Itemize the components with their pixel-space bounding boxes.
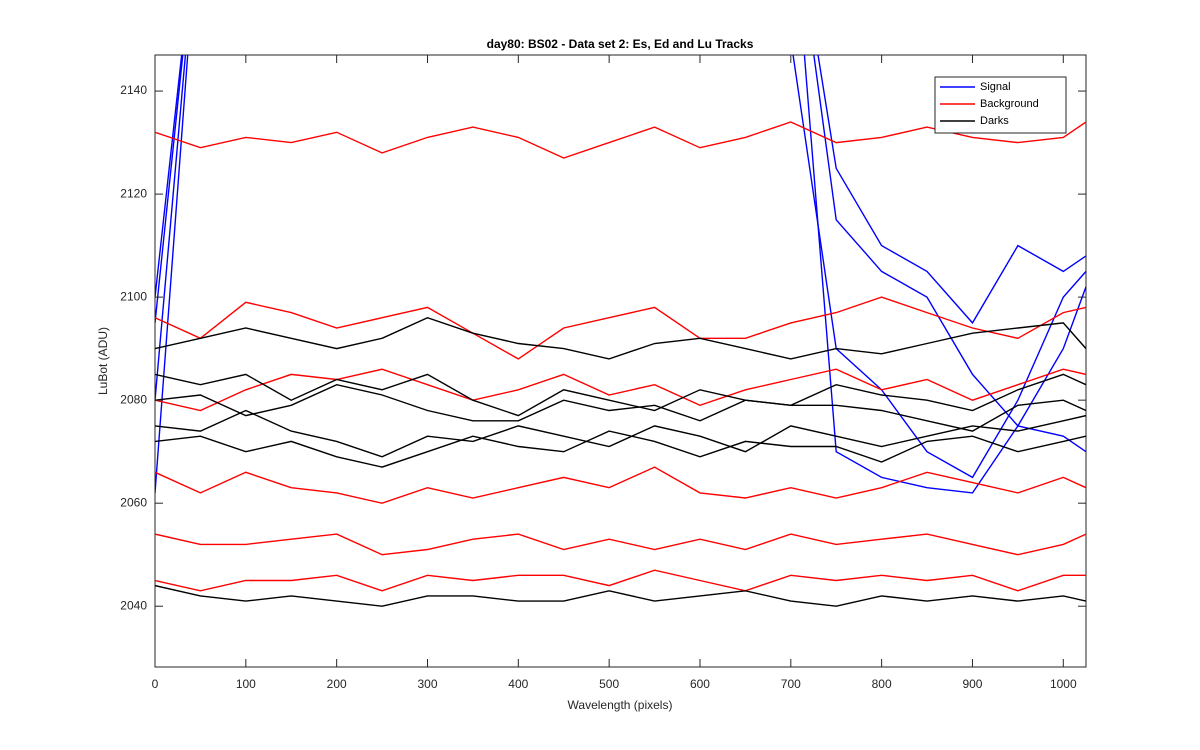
x-tick-label: 800 — [872, 677, 892, 691]
series-line — [155, 430, 1086, 468]
x-tick-label: 200 — [327, 677, 347, 691]
y-tick-label: 2080 — [120, 392, 147, 406]
series-line — [155, 383, 1086, 432]
series-line — [155, 55, 1086, 494]
series-line — [155, 368, 1086, 412]
y-tick-label: 2100 — [120, 289, 147, 303]
axes: 0 100 200 300 400 500 600 700 800 900 1000 2040 2060… — [120, 55, 1086, 691]
series-line — [155, 584, 1086, 607]
y-tick-label: 2040 — [120, 598, 147, 612]
series-line — [155, 316, 1086, 360]
x-tick-label: 100 — [236, 677, 256, 691]
series-line — [155, 55, 1086, 325]
series-line — [155, 373, 1086, 417]
y-tick-label: 2140 — [120, 83, 147, 97]
legend-label: Darks — [980, 115, 1009, 127]
lines — [155, 55, 1086, 607]
x-tick-label: 900 — [962, 677, 982, 691]
x-tick-label: 0 — [152, 677, 159, 691]
legend-label: Background — [980, 98, 1039, 110]
plot-area — [154, 54, 1087, 668]
series-line — [155, 533, 1086, 556]
series-line — [155, 569, 1086, 592]
chart-title: day80: BS02 - Data set 2: Es, Ed and Lu … — [487, 37, 754, 51]
y-axis-label: LuBot (ADU) — [96, 327, 110, 395]
x-tick-label: 300 — [417, 677, 437, 691]
y-tick-label: 2060 — [120, 495, 147, 509]
series-line — [155, 55, 1086, 493]
series-line — [155, 55, 1086, 428]
x-tick-label: 700 — [781, 677, 801, 691]
x-tick-label: 400 — [508, 677, 528, 691]
legend-label: Signal — [980, 81, 1011, 93]
x-tick-label: 1000 — [1050, 677, 1077, 691]
x-axis-label: Wavelength (pixels) — [568, 698, 673, 712]
x-tick-label: 600 — [690, 677, 710, 691]
x-tick-label: 500 — [599, 677, 619, 691]
series-line — [155, 296, 1086, 360]
y-tick-label: 2120 — [120, 186, 147, 200]
series-line — [155, 466, 1086, 504]
